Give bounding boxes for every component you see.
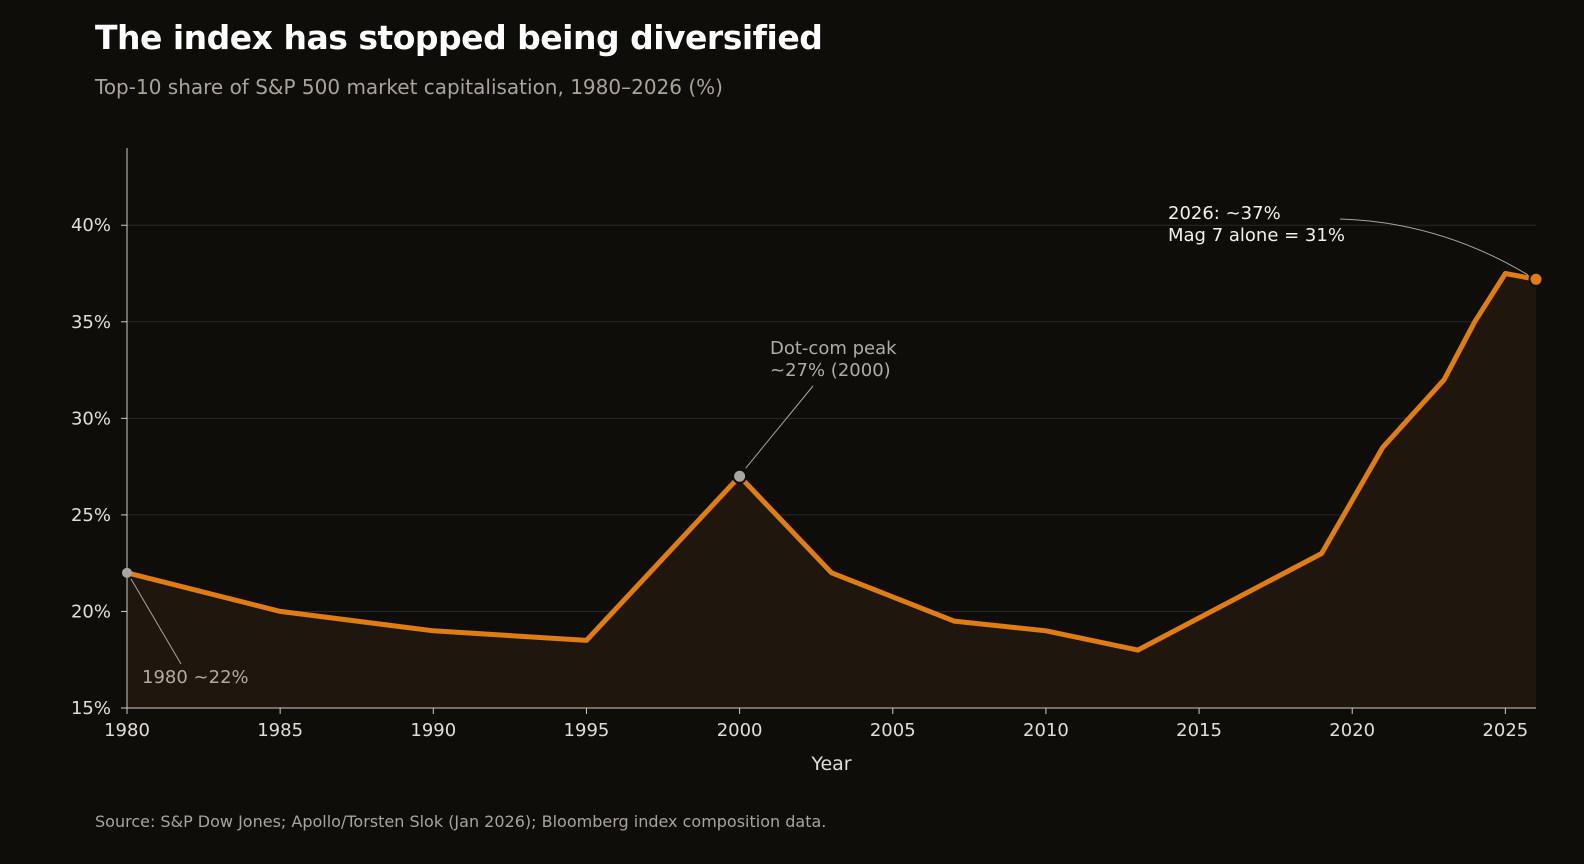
y-tick-label: 35% [71, 312, 111, 333]
tick-labels: 15% 20% 25% 30% 35% 40% 1980 1985 1990 1995 2000 20… [71, 215, 1528, 741]
x-tick-label: 2010 [1023, 720, 1069, 741]
x-tick-label: 1995 [564, 720, 610, 741]
annotation-dotcom-line: Dot-com peak [770, 338, 897, 359]
x-tick-label: 1990 [410, 720, 456, 741]
x-tick-label: 2025 [1482, 720, 1528, 741]
x-tick-label: 2000 [717, 720, 763, 741]
x-tick-label: 2015 [1176, 720, 1222, 741]
annotation-leader-latest [1339, 218, 1529, 276]
y-tick-label: 20% [71, 601, 111, 622]
x-axis-label: Year [810, 753, 851, 775]
annotation-dotcom-line: ~27% (2000) [770, 360, 891, 381]
marker-dotcom [732, 468, 748, 484]
annotation-leader-start [130, 578, 182, 665]
annotation-start: 1980 ~22% [142, 667, 249, 688]
annotation-leader-dotcom [745, 385, 814, 469]
y-tick-label: 25% [71, 505, 111, 526]
axes [121, 148, 1536, 714]
y-tick-label: 40% [71, 215, 111, 236]
x-tick-label: 2005 [870, 720, 916, 741]
marker-latest [1528, 271, 1544, 287]
y-tick-label: 30% [71, 408, 111, 429]
series-line [126, 271, 1537, 653]
annotation-latest-line: 2026: ~37% [1168, 203, 1281, 224]
chart-subtitle: Top-10 share of S&P 500 market capitalis… [95, 75, 723, 99]
annotations: 1980 ~22% Dot-com peak~27% (2000) 2026: ~3… [122, 203, 1544, 688]
source-note: Source: S&P Dow Jones; Apollo/Torsten Sl… [95, 812, 827, 831]
x-tick-label: 2020 [1329, 720, 1375, 741]
x-tick-label: 1980 [104, 720, 150, 741]
area-fill [127, 273, 1536, 708]
chart-title: The index has stopped being diversified [95, 18, 823, 57]
marker-start [122, 567, 132, 578]
x-tick-label: 1985 [257, 720, 303, 741]
y-tick-label: 15% [71, 698, 111, 719]
annotation-latest-line: Mag 7 alone = 31% [1168, 225, 1345, 246]
